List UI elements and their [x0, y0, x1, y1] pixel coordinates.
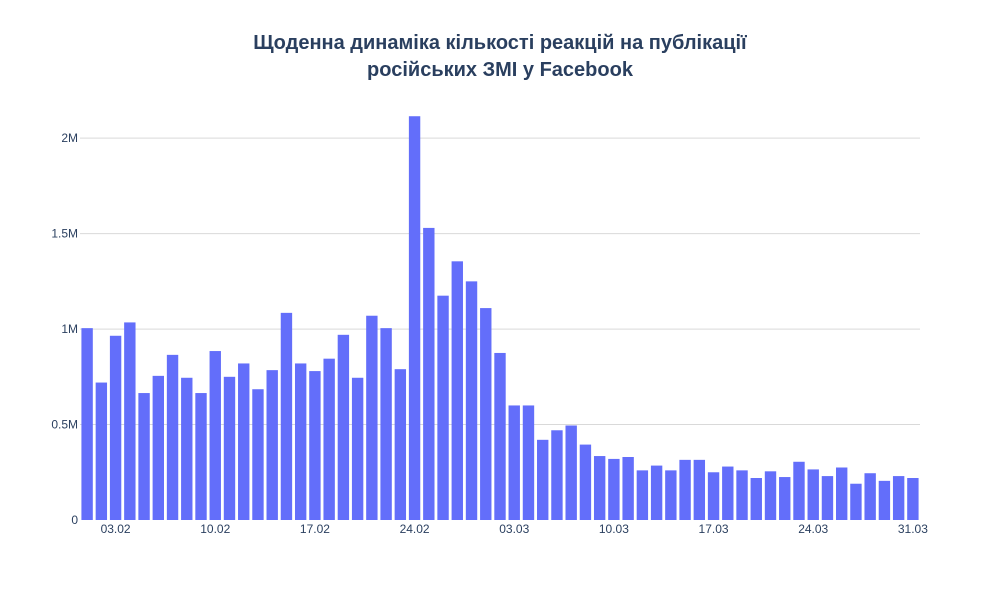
- bar[interactable]: 21.03: [764, 471, 777, 520]
- bar[interactable]: 06.03: [551, 430, 563, 520]
- bar[interactable]: 14.03: [665, 470, 677, 520]
- bar[interactable]: 06.02: [152, 375, 164, 520]
- bar[interactable]: 23.03: [793, 461, 805, 520]
- chart-title-line-1: Щоденна динаміка кількості реакцій на пу…: [253, 32, 747, 54]
- bar[interactable]: 22.03: [779, 477, 791, 520]
- bar[interactable]: 20.02: [351, 377, 364, 520]
- bar[interactable]: 28.02: [465, 281, 478, 520]
- y-tick-label: 0.5M: [51, 418, 78, 432]
- bar[interactable]: 27.02: [451, 261, 463, 520]
- bar[interactable]: 09.03: [593, 456, 606, 520]
- bar[interactable]: 17.03: [707, 472, 720, 520]
- bar[interactable]: 10.02: [209, 351, 221, 520]
- bar[interactable]: 03.03: [508, 405, 520, 520]
- x-tick-label: 03.03: [499, 522, 529, 536]
- bar[interactable]: 22.02: [380, 328, 392, 520]
- bar[interactable]: 30.03: [892, 476, 905, 520]
- x-tick-label: 24.02: [400, 522, 430, 536]
- bar[interactable]: 02.02: [95, 382, 108, 520]
- bar[interactable]: 21.02: [366, 315, 378, 520]
- bars: 01.0202.0203.0204.0205.0206.0207.0208.02…: [81, 116, 919, 521]
- y-tick-label: 2M: [61, 131, 78, 145]
- bar[interactable]: 19.02: [337, 334, 350, 520]
- x-tick-label: 10.02: [200, 522, 230, 536]
- y-tick-label: 0: [71, 513, 78, 527]
- x-tick-label: 31.03: [898, 522, 928, 536]
- bar[interactable]: 24.02: [408, 116, 421, 520]
- x-tick-label: 24.03: [798, 522, 828, 536]
- bar[interactable]: 11.02: [223, 376, 236, 520]
- bar[interactable]: 18.03: [722, 466, 734, 520]
- bar[interactable]: 13.02: [252, 389, 264, 520]
- bar[interactable]: 20.03: [750, 478, 762, 520]
- bar[interactable]: 12.02: [238, 363, 250, 520]
- bar[interactable]: 03.02: [109, 335, 122, 520]
- bar[interactable]: 05.03: [537, 439, 549, 520]
- bar[interactable]: 14.02: [266, 370, 278, 520]
- bar[interactable]: 04.03: [522, 405, 535, 520]
- bar[interactable]: 07.03: [565, 425, 577, 521]
- bar[interactable]: 19.03: [736, 470, 748, 520]
- bar[interactable]: 10.03: [608, 458, 620, 520]
- bar[interactable]: 25.03: [821, 476, 834, 520]
- bar[interactable]: 08.03: [579, 444, 592, 520]
- bar[interactable]: 01.03: [480, 308, 492, 520]
- x-tick-label: 10.03: [599, 522, 629, 536]
- bar[interactable]: 12.03: [636, 470, 649, 520]
- bar[interactable]: 15.03: [679, 459, 691, 520]
- bar[interactable]: 29.03: [878, 480, 891, 520]
- chart-title: Щоденна динаміка кількості реакцій на пу…: [0, 30, 1000, 84]
- bar[interactable]: 05.02: [138, 393, 150, 520]
- bar[interactable]: 16.02: [294, 363, 307, 520]
- bar[interactable]: 08.02: [181, 377, 193, 520]
- bar[interactable]: 07.02: [166, 354, 179, 520]
- bar[interactable]: 26.02: [437, 295, 449, 520]
- bar[interactable]: 31.03: [907, 478, 919, 520]
- bar[interactable]: 23.02: [394, 369, 407, 520]
- x-tick-label: 03.02: [101, 522, 131, 536]
- chart-title-line-2: російських ЗМІ у Facebook: [367, 59, 633, 81]
- bar[interactable]: 28.03: [864, 473, 876, 520]
- bar[interactable]: 16.03: [693, 459, 706, 520]
- x-axis-ticks: 03.02 10.02 17.02 24.02 03.03 10.03 17.03 24.03…: [101, 522, 929, 536]
- y-tick-label: 1M: [61, 322, 78, 336]
- bar[interactable]: 01.02: [81, 328, 93, 520]
- bar[interactable]: 24.03: [807, 469, 819, 520]
- bar[interactable]: 02.03: [494, 352, 506, 520]
- x-tick-label: 17.03: [699, 522, 729, 536]
- bar[interactable]: 18.02: [323, 358, 335, 520]
- bar[interactable]: 04.02: [124, 322, 136, 520]
- y-axis-ticks: 0 0.5M 1M 1.5M 2M: [51, 131, 78, 527]
- x-tick-label: 17.02: [300, 522, 330, 536]
- bar[interactable]: 17.02: [309, 371, 321, 520]
- bar[interactable]: 27.03: [850, 483, 862, 520]
- bar[interactable]: 25.02: [423, 227, 435, 520]
- bar[interactable]: 13.03: [650, 465, 663, 520]
- y-tick-label: 1.5M: [51, 227, 78, 241]
- bar[interactable]: 15.02: [280, 312, 293, 520]
- bar[interactable]: 26.03: [836, 467, 848, 521]
- bar[interactable]: 09.02: [195, 393, 207, 520]
- bar[interactable]: 11.03: [622, 457, 634, 520]
